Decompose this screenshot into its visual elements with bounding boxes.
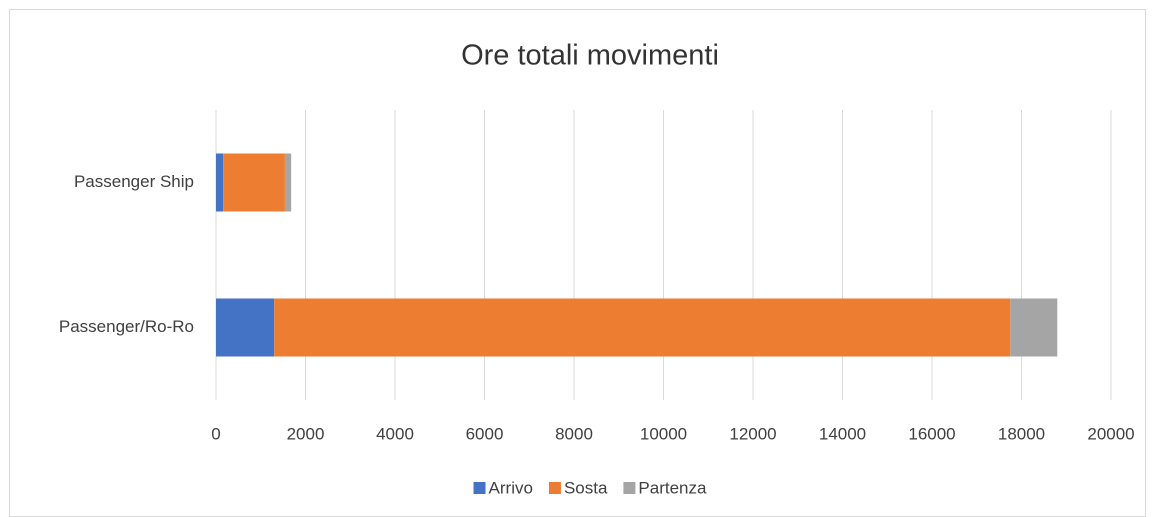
y-tick-label: Passenger/Ro-Ro xyxy=(59,317,194,336)
bar-segment xyxy=(284,153,292,212)
legend-label: Arrivo xyxy=(489,478,533,497)
x-tick-label: 16000 xyxy=(908,424,955,443)
x-tick-label: 10000 xyxy=(640,424,687,443)
chart-title: Ore totali movimenti xyxy=(461,40,719,72)
bar-segment xyxy=(216,298,275,357)
legend-swatch xyxy=(548,482,561,494)
bar-segment xyxy=(1010,298,1058,357)
chart-frame xyxy=(9,9,1146,517)
x-tick-label: 6000 xyxy=(466,424,504,443)
bar-segment xyxy=(216,153,224,212)
legend-label: Partenza xyxy=(638,478,707,497)
bar-segment xyxy=(274,298,1011,357)
x-tick-label: 4000 xyxy=(376,424,414,443)
legend-label: Sosta xyxy=(564,478,608,497)
bar-segment xyxy=(223,153,285,212)
x-tick-label: 20000 xyxy=(1087,424,1134,443)
x-tick-label: 12000 xyxy=(729,424,776,443)
y-tick-label: Passenger Ship xyxy=(74,172,194,191)
legend-swatch xyxy=(473,482,486,494)
x-tick-label: 0 xyxy=(211,424,220,443)
x-tick-label: 2000 xyxy=(287,424,325,443)
x-tick-label: 8000 xyxy=(555,424,593,443)
x-tick-label: 18000 xyxy=(998,424,1045,443)
x-tick-label: 14000 xyxy=(819,424,866,443)
legend-swatch xyxy=(623,482,636,494)
